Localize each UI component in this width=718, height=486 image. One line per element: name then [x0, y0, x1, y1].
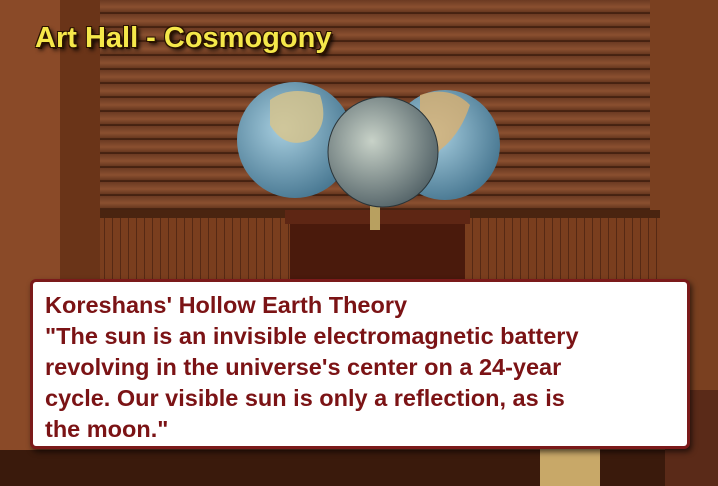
caption-box: Koreshans' Hollow Earth Theory "The sun … [30, 279, 690, 449]
quote-line: cycle. Our visible sun is only a reflect… [45, 383, 675, 414]
quote-line: the moon." [45, 414, 675, 445]
slide: Art Hall - Cosmogony Koreshans' Hollow E… [0, 0, 718, 486]
quote-line: "The sun is an invisible electromagnetic… [45, 321, 675, 352]
caption-heading: Koreshans' Hollow Earth Theory [45, 290, 675, 321]
quote-line: revolving in the universe's center on a … [45, 352, 675, 383]
slide-title: Art Hall - Cosmogony [35, 22, 331, 55]
